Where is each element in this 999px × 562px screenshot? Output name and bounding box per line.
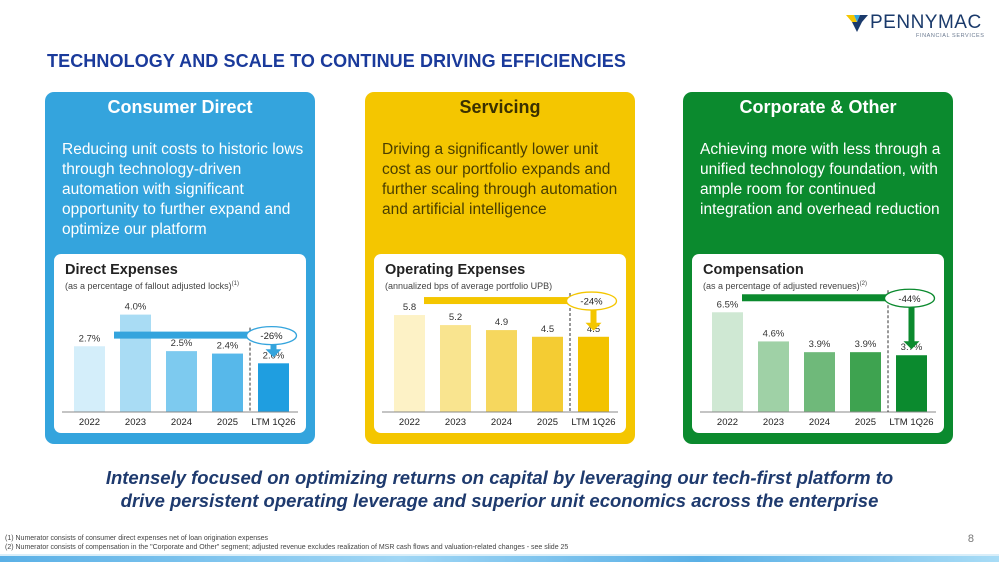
bar-2023 <box>758 341 789 412</box>
chart-subtitle: (as a percentage of fallout adjusted loc… <box>65 281 239 291</box>
chart-direct-expenses: 2.7%20224.0%20232.5%20242.4%20252.0%LTM … <box>62 302 298 428</box>
tagline-line-1: Intensely focused on optimizing returns … <box>105 467 894 488</box>
reduction-arrow-shaft <box>908 294 915 344</box>
data-label: 5.8 <box>403 302 416 313</box>
tick-label: 2025 <box>217 417 238 428</box>
tick-label: 2025 <box>855 417 876 428</box>
reduction-arrow-head <box>585 322 602 331</box>
footer-stripe <box>0 556 999 562</box>
reduction-arrow-shaft <box>590 297 597 325</box>
chart-subtitle-footnote-ref: (2) <box>859 281 867 287</box>
panel-description: Driving a significantly lower unit cost … <box>382 141 618 218</box>
chart-title: Operating Expenses <box>385 262 526 278</box>
change-bubble <box>565 291 618 311</box>
chart-subtitle: (as a percentage of adjusted revenues)(2… <box>703 281 867 291</box>
bar-2023 <box>440 325 471 412</box>
brand-subtitle: FINANCIAL SERVICES <box>916 33 985 39</box>
panel-corporate-other: Corporate & Other Achieving more with le… <box>683 92 953 444</box>
page-title: TECHNOLOGY AND SCALE TO CONTINUE DRIVING… <box>47 51 627 71</box>
chart-card-compensation: 6.5%20224.6%20233.9%20243.9%20253.7%LTM … <box>692 254 944 433</box>
tagline-line-2: drive persistent operating leverage and … <box>120 490 879 511</box>
chart-subtitle-footnote-ref: (1) <box>231 281 239 287</box>
tick-label: 2025 <box>537 417 558 428</box>
data-label: 3.9% <box>809 339 831 350</box>
change-label: -44% <box>898 294 921 305</box>
brand-name: PENNYMAC <box>870 12 982 33</box>
pennymac-logo-icon <box>846 15 868 32</box>
chart-card-direct-expenses: 2.7%20224.0%20232.5%20242.4%20252.0%LTM … <box>54 254 306 433</box>
page-number: 8 <box>967 533 974 545</box>
bar-2024 <box>804 352 835 412</box>
tick-label: 2022 <box>717 417 738 428</box>
bar-2023 <box>120 314 151 412</box>
bar-2022 <box>712 312 743 412</box>
chart-compensation: 6.5%20224.6%20233.9%20243.9%20253.7%LTM … <box>700 288 936 428</box>
tick-label: 2022 <box>79 417 100 428</box>
data-label: 4.0% <box>125 302 147 313</box>
data-label: 4.6% <box>763 328 785 339</box>
chart-title: Compensation <box>703 262 804 278</box>
panel-description: Reducing unit costs to historic lows thr… <box>62 141 304 238</box>
tick-label: 2024 <box>171 417 192 428</box>
data-label: 6.5% <box>717 299 739 310</box>
bar-2025 <box>532 336 563 412</box>
bar-2024 <box>486 330 517 412</box>
bar-2022 <box>74 346 105 412</box>
tick-label: 2023 <box>763 417 784 428</box>
bar-ltm-1q26 <box>578 336 609 412</box>
data-label: 4.9 <box>495 317 508 328</box>
data-label: 2.7% <box>79 333 101 344</box>
tick-label: 2022 <box>399 417 420 428</box>
tick-label: 2024 <box>491 417 512 428</box>
reduction-arrow-head <box>265 349 282 358</box>
reduction-arrow-band <box>114 331 274 339</box>
tick-label: 2023 <box>445 417 466 428</box>
chart-subtitle-text: (as a percentage of fallout adjusted loc… <box>65 281 232 291</box>
panel-heading: Servicing <box>459 97 541 117</box>
tick-label: LTM 1Q26 <box>889 417 933 428</box>
panel-heading: Consumer Direct <box>107 97 253 117</box>
chart-subtitle-text: (annualized bps of average portfolio UPB… <box>385 281 553 291</box>
bar-2025 <box>850 352 881 412</box>
bar-ltm-1q26 <box>896 355 927 412</box>
change-label: -26% <box>260 331 283 342</box>
footnote-1: (1) Numerator consists of consumer direc… <box>5 535 269 542</box>
chart-subtitle-text: (as a percentage of adjusted revenues) <box>703 281 860 291</box>
data-label: 2.5% <box>171 338 193 349</box>
bar-ltm-1q26 <box>258 363 289 412</box>
bar-2022 <box>394 315 425 412</box>
panel-description: Achieving more with less through a unifi… <box>700 141 941 218</box>
tagline: Intensely focused on optimizing returns … <box>0 466 999 512</box>
change-bubble <box>245 325 298 346</box>
data-label: 2.4% <box>217 341 239 352</box>
change-bubble <box>883 288 936 308</box>
change-label: -24% <box>580 297 603 308</box>
panel-consumer-direct: Consumer Direct Reducing unit costs to h… <box>45 92 315 444</box>
footnote-2: (2) Numerator consists of compensation i… <box>5 544 569 551</box>
chart-subtitle: (annualized bps of average portfolio UPB… <box>385 281 552 291</box>
reduction-arrow-band <box>424 297 594 305</box>
bar-2024 <box>166 351 197 412</box>
pennymac-logo: PENNYMAC FINANCIAL SERVICES <box>846 12 986 42</box>
reduction-arrow-band <box>742 294 912 302</box>
data-label: 5.2 <box>449 312 462 323</box>
panel-heading: Corporate & Other <box>739 97 897 117</box>
panel-servicing: Servicing Driving a significantly lower … <box>365 92 635 444</box>
bar-2025 <box>212 353 243 412</box>
data-label: 4.5 <box>541 324 554 335</box>
tick-label: 2023 <box>125 417 146 428</box>
tick-label: 2024 <box>809 417 830 428</box>
reduction-arrow-head <box>903 341 920 350</box>
chart-title: Direct Expenses <box>65 262 178 278</box>
footer-stripe-light <box>0 554 999 556</box>
data-label: 3.9% <box>855 339 877 350</box>
tick-label: LTM 1Q26 <box>571 417 615 428</box>
tick-label: LTM 1Q26 <box>251 417 295 428</box>
